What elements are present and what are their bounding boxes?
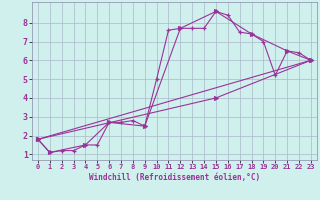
X-axis label: Windchill (Refroidissement éolien,°C): Windchill (Refroidissement éolien,°C)	[89, 173, 260, 182]
